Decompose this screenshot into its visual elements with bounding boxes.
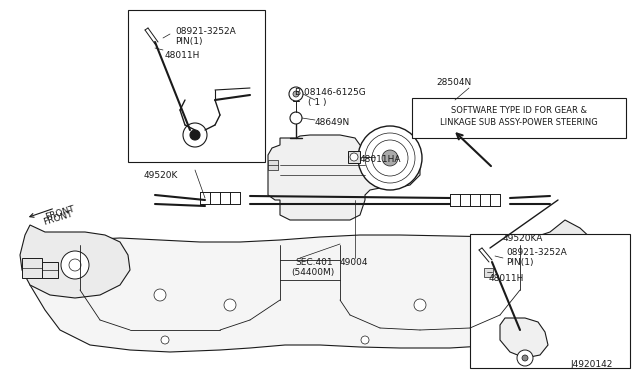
Circle shape — [486, 336, 494, 344]
Text: 08921-3252A: 08921-3252A — [506, 248, 567, 257]
Text: 49004: 49004 — [340, 258, 369, 267]
Circle shape — [517, 350, 533, 366]
Circle shape — [382, 150, 398, 166]
Circle shape — [290, 112, 302, 124]
Circle shape — [365, 133, 415, 183]
Circle shape — [190, 130, 200, 140]
Polygon shape — [20, 225, 130, 298]
Text: 48649N: 48649N — [315, 118, 350, 127]
Circle shape — [414, 299, 426, 311]
Text: LINKAGE SUB ASSY-POWER STEERING: LINKAGE SUB ASSY-POWER STEERING — [440, 118, 598, 127]
Polygon shape — [500, 318, 548, 358]
Text: 48011HA: 48011HA — [360, 155, 401, 164]
Circle shape — [553, 255, 563, 265]
Bar — [348, 151, 360, 163]
Bar — [128, 10, 265, 162]
Circle shape — [522, 355, 528, 361]
Text: SEC.401: SEC.401 — [295, 258, 333, 267]
Text: 08921-3252A: 08921-3252A — [175, 27, 236, 36]
Text: SOFTWARE TYPE ID FOR GEAR &: SOFTWARE TYPE ID FOR GEAR & — [451, 106, 587, 115]
Bar — [42, 262, 58, 278]
Text: FRONT: FRONT — [42, 209, 74, 227]
Text: (54400M): (54400M) — [291, 268, 334, 277]
Text: 48011H: 48011H — [489, 274, 524, 283]
Circle shape — [161, 336, 169, 344]
Bar — [484, 268, 493, 277]
Text: 49520K: 49520K — [144, 171, 179, 180]
Text: PIN(1): PIN(1) — [175, 37, 202, 46]
Text: B 08146-6125G: B 08146-6125G — [295, 88, 365, 97]
Circle shape — [546, 248, 570, 272]
Polygon shape — [30, 235, 600, 352]
Circle shape — [358, 126, 422, 190]
Bar — [268, 160, 278, 170]
Bar — [470, 234, 630, 368]
Circle shape — [61, 251, 89, 279]
Text: 49520KA: 49520KA — [503, 234, 543, 243]
Text: PIN(1): PIN(1) — [506, 258, 534, 267]
Polygon shape — [516, 220, 600, 293]
Circle shape — [293, 91, 299, 97]
Circle shape — [361, 336, 369, 344]
Circle shape — [224, 299, 236, 311]
Circle shape — [289, 87, 303, 101]
Circle shape — [154, 289, 166, 301]
Bar — [22, 258, 42, 278]
Text: 48011H: 48011H — [165, 51, 200, 60]
Circle shape — [484, 289, 496, 301]
Circle shape — [350, 153, 358, 161]
Text: J4920142: J4920142 — [570, 360, 612, 369]
Text: 28504N: 28504N — [436, 78, 471, 87]
Circle shape — [183, 123, 207, 147]
Bar — [412, 98, 626, 138]
Text: FRONT: FRONT — [44, 204, 76, 221]
Polygon shape — [268, 135, 420, 220]
Text: ( 1 ): ( 1 ) — [308, 98, 326, 107]
Circle shape — [372, 140, 408, 176]
Circle shape — [69, 259, 81, 271]
